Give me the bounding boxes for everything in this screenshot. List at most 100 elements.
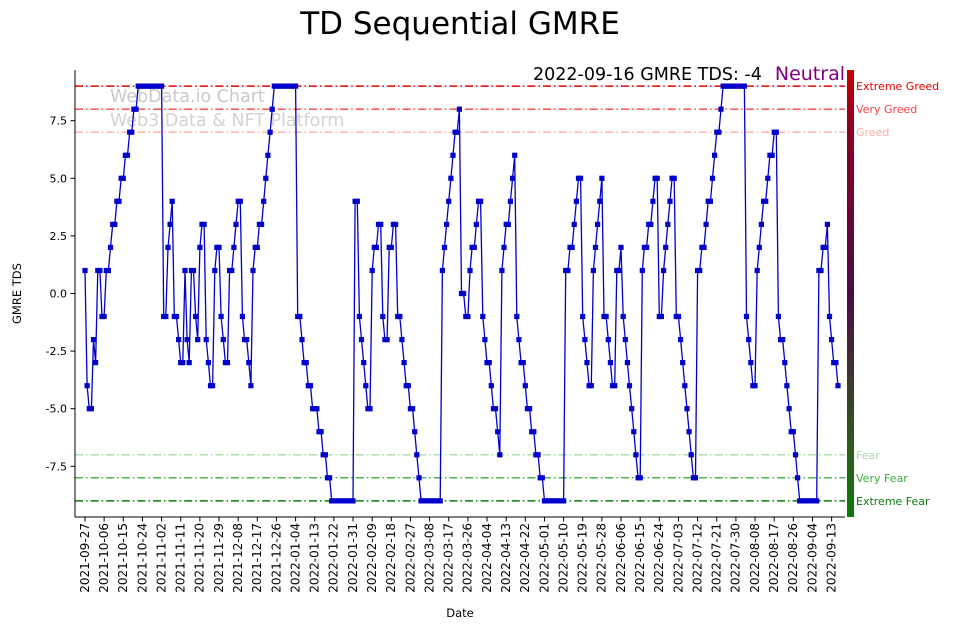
y-tick-label: 2.5 [50, 230, 68, 243]
data-point-marker [597, 198, 603, 204]
data-point-marker [218, 313, 224, 320]
data-point-marker [327, 475, 333, 481]
data-point-marker [822, 244, 828, 250]
data-point-marker [748, 360, 754, 366]
data-point-marker [465, 313, 471, 320]
y-tick-label: 0.0 [50, 288, 68, 301]
data-point-marker [671, 175, 677, 181]
data-point-marker [205, 360, 211, 366]
data-point-marker [446, 198, 452, 204]
data-point-marker [384, 337, 390, 343]
data-point-marker [297, 313, 303, 320]
data-point-marker [129, 129, 135, 135]
band-label-fear: Fear [856, 449, 880, 462]
x-tick-label: 2022-05-19 [576, 523, 590, 593]
annotation-value: 2022-09-16 GMRE TDS: -4 [532, 65, 762, 85]
data-point-marker [516, 337, 522, 343]
x-tick-label: 2022-07-03 [671, 523, 685, 593]
data-point-marker [461, 290, 467, 297]
data-point-marker [254, 244, 260, 250]
data-point-marker [244, 337, 250, 343]
data-point-marker [184, 337, 190, 343]
band-label-very-greed: Very Greed [856, 103, 917, 116]
data-point-marker [450, 152, 456, 158]
x-tick-label: 2022-08-08 [748, 523, 762, 593]
data-point-marker [667, 198, 673, 204]
data-point-marker [82, 267, 88, 274]
data-point-marker [478, 198, 484, 204]
data-point-marker [612, 383, 618, 389]
data-point-marker [318, 429, 324, 435]
data-point-marker [571, 221, 577, 227]
data-point-marker [522, 383, 528, 389]
data-point-marker [499, 267, 505, 274]
x-tick-label: 2022-01-04 [288, 523, 302, 593]
data-point-marker [190, 267, 197, 274]
data-point-marker [824, 221, 830, 227]
x-tick-label: 2022-05-01 [537, 523, 551, 593]
data-point-marker [527, 406, 533, 412]
band-label-very-fear: Very Fear [856, 472, 908, 485]
sentiment-colorbar [847, 70, 854, 517]
data-point-marker [267, 129, 273, 135]
x-tick-label: 2021-11-20 [193, 523, 207, 593]
data-point-marker [88, 406, 94, 412]
data-point-marker [814, 498, 820, 504]
data-point-marker [165, 244, 171, 250]
data-point-marker [573, 198, 579, 204]
data-point-marker [680, 360, 686, 366]
data-point-marker [437, 498, 443, 504]
data-point-marker [686, 429, 692, 435]
x-tick-label: 2022-01-31 [346, 523, 360, 593]
data-point-marker [212, 267, 218, 274]
data-point-marker [701, 244, 707, 250]
data-point-marker [193, 313, 199, 320]
data-point-marker [637, 475, 643, 481]
data-point-marker [633, 452, 639, 458]
data-point-marker [790, 429, 796, 435]
data-point-marker [531, 429, 537, 435]
data-point-marker [644, 244, 650, 250]
data-point-marker [105, 267, 111, 274]
data-point-marker [388, 244, 394, 250]
data-point-marker [482, 337, 488, 343]
x-tick-label: 2022-03-08 [422, 523, 436, 593]
data-point-marker [665, 221, 671, 227]
data-point-marker [124, 152, 131, 158]
data-point-marker [741, 83, 747, 89]
data-point-marker [501, 244, 507, 250]
band-label-extreme-greed: Extreme Greed [856, 80, 939, 93]
data-point-marker [835, 383, 841, 389]
data-point-marker [454, 129, 460, 135]
data-point-marker [414, 452, 420, 458]
data-point-marker [650, 198, 656, 204]
data-point-marker [299, 337, 305, 343]
data-point-marker [369, 267, 375, 274]
x-tick-label: 2021-11-11 [174, 523, 188, 593]
data-point-marker [444, 221, 450, 227]
data-point-marker [497, 452, 503, 458]
data-point-marker [373, 244, 379, 250]
data-point-marker [582, 337, 588, 343]
data-point-marker [561, 498, 567, 504]
data-point-marker [588, 383, 594, 389]
y-tick-label: -2.5 [46, 345, 67, 358]
x-tick-label: 2022-04-13 [499, 523, 513, 593]
data-point-marker [231, 244, 237, 250]
data-point-marker [495, 429, 501, 435]
x-tick-label: 2022-04-22 [518, 523, 532, 593]
series-markers [82, 83, 841, 504]
data-point-marker [201, 221, 207, 227]
data-point-marker [163, 313, 169, 320]
data-point-marker [358, 337, 365, 343]
x-tick-label: 2022-07-21 [710, 523, 724, 593]
data-point-marker [448, 175, 454, 181]
data-point-marker [622, 337, 628, 343]
data-point-marker [354, 198, 360, 204]
chart-title: TD Sequential GMRE [300, 6, 620, 42]
data-point-marker [314, 406, 320, 412]
data-point-marker [786, 406, 792, 412]
y-tick-label: 5.0 [50, 172, 68, 185]
data-point-marker [752, 383, 758, 389]
